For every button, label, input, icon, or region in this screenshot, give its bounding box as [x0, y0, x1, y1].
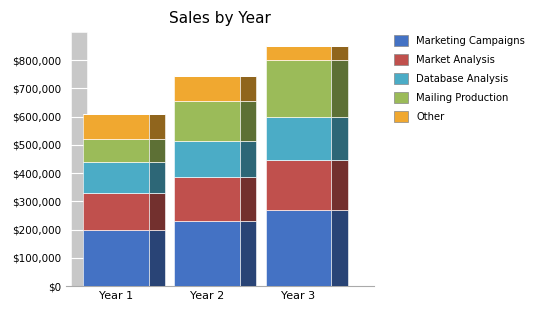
Polygon shape — [266, 210, 331, 286]
Polygon shape — [174, 76, 240, 101]
Polygon shape — [266, 117, 331, 160]
Polygon shape — [331, 160, 348, 210]
Polygon shape — [149, 193, 166, 230]
Polygon shape — [174, 141, 240, 177]
Polygon shape — [266, 46, 331, 60]
Polygon shape — [331, 210, 348, 286]
Polygon shape — [83, 193, 149, 230]
Polygon shape — [331, 117, 348, 160]
Legend: Marketing Campaigns, Market Analysis, Database Analysis, Mailing Production, Oth: Marketing Campaigns, Market Analysis, Da… — [391, 32, 528, 126]
Polygon shape — [149, 139, 166, 162]
Polygon shape — [174, 177, 240, 221]
Polygon shape — [266, 160, 331, 210]
Title: Sales by Year: Sales by Year — [169, 11, 271, 26]
Polygon shape — [240, 221, 256, 286]
Polygon shape — [83, 230, 149, 286]
Polygon shape — [331, 46, 348, 60]
Polygon shape — [83, 162, 149, 193]
Polygon shape — [149, 114, 166, 139]
Polygon shape — [174, 221, 240, 286]
Polygon shape — [240, 101, 256, 141]
Polygon shape — [149, 230, 166, 286]
Polygon shape — [240, 76, 256, 101]
Polygon shape — [240, 141, 256, 177]
Polygon shape — [266, 60, 331, 117]
Polygon shape — [70, 32, 87, 286]
Polygon shape — [149, 162, 166, 193]
Polygon shape — [174, 101, 240, 141]
Polygon shape — [83, 139, 149, 162]
Polygon shape — [83, 114, 149, 139]
Polygon shape — [331, 60, 348, 117]
Polygon shape — [240, 177, 256, 221]
